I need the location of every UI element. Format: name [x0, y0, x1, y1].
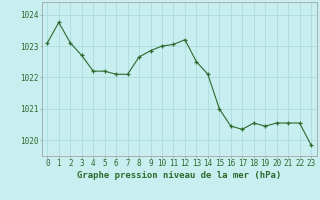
X-axis label: Graphe pression niveau de la mer (hPa): Graphe pression niveau de la mer (hPa): [77, 171, 281, 180]
